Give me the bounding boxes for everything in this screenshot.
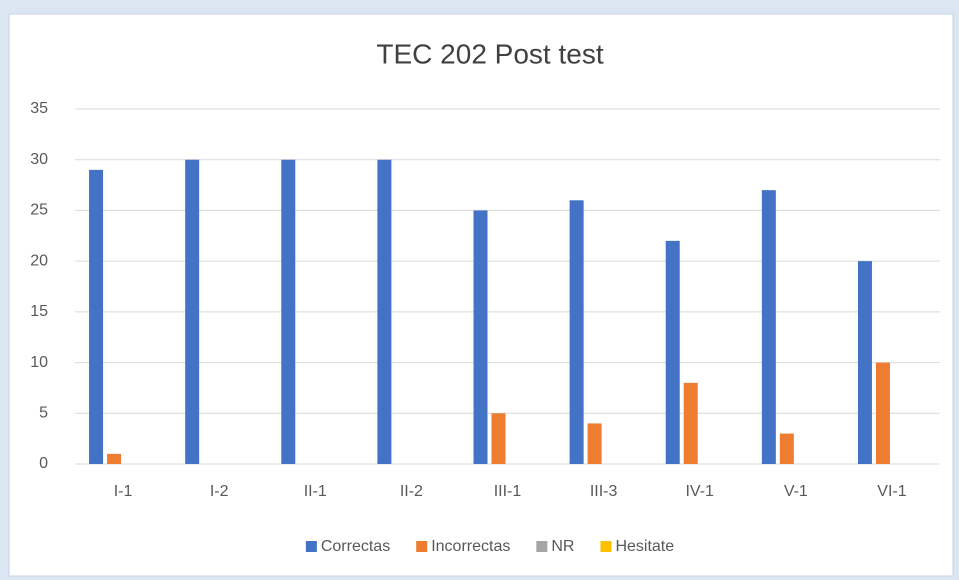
legend-swatch	[305, 541, 317, 552]
legend-label: Hesitate	[615, 538, 674, 555]
bar	[491, 413, 506, 464]
bar	[569, 200, 584, 465]
bar	[473, 210, 488, 464]
legend-label: Correctas	[321, 538, 390, 555]
y-tick-label: 25	[30, 202, 48, 219]
y-tick-label: 35	[30, 100, 48, 117]
y-tick-label: 15	[30, 303, 48, 320]
legend-swatch	[536, 541, 548, 552]
bar	[665, 240, 680, 464]
bar	[761, 190, 776, 464]
bar	[683, 382, 698, 464]
x-tick-label: I-2	[210, 483, 229, 500]
legend-swatch	[600, 541, 612, 552]
bar	[875, 362, 890, 464]
x-tick-label: III-1	[494, 483, 522, 500]
bar	[779, 433, 794, 464]
x-tick-label: I-1	[114, 483, 133, 500]
x-tick-label: V-1	[784, 483, 808, 500]
x-tick-label: II-1	[304, 483, 327, 500]
x-tick-label: III-3	[590, 483, 618, 500]
bar	[281, 159, 296, 464]
y-tick-label: 0	[39, 455, 48, 472]
bar	[377, 159, 392, 464]
y-tick-label: 20	[30, 252, 48, 269]
bar	[185, 159, 200, 464]
y-tick-label: 30	[30, 151, 48, 168]
legend-label: NR	[551, 538, 574, 555]
chart-title: TEC 202 Post test	[376, 38, 603, 69]
bar	[857, 261, 872, 464]
bar	[587, 423, 602, 464]
x-tick-label: IV-1	[685, 483, 714, 500]
y-tick-label: 10	[30, 354, 48, 371]
bar	[107, 453, 122, 464]
legend-label: Incorrectas	[431, 538, 510, 555]
legend-swatch	[416, 541, 428, 552]
x-tick-label: VI-1	[877, 483, 906, 500]
bar	[89, 169, 104, 464]
y-tick-label: 5	[39, 405, 48, 422]
x-tick-label: II-2	[400, 483, 423, 500]
